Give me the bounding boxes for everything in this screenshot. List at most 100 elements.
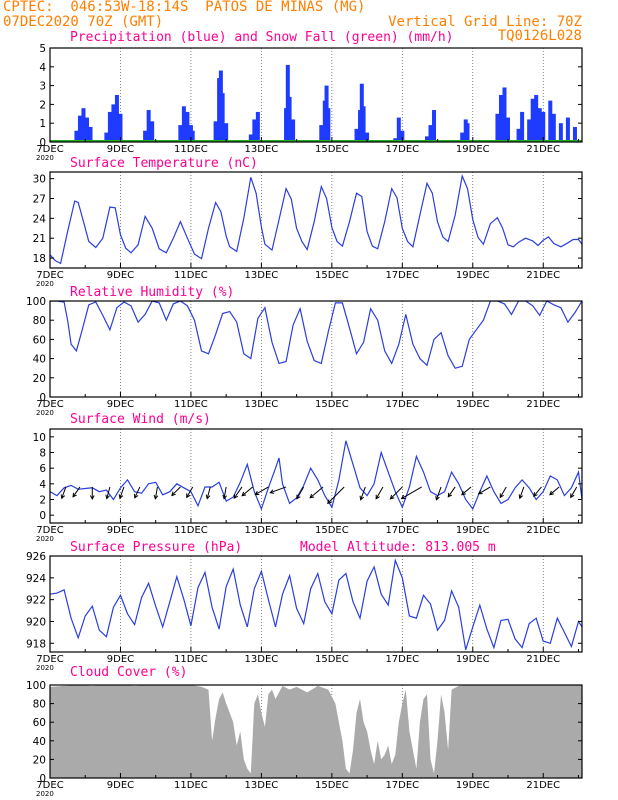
plot-area: [50, 64, 582, 142]
x-tick-label: 17DEC: [385, 525, 419, 536]
panel-frame: [49, 428, 583, 524]
plot-area: [50, 440, 582, 511]
header: CPTEC: 046:53W-18:14S PATOS DE MINAS (MG…: [0, 0, 618, 46]
series-line: [50, 558, 582, 650]
header-location: CPTEC: 046:53W-18:14S PATOS DE MINAS (MG…: [3, 0, 366, 15]
precip-bar: [432, 110, 437, 142]
precip-bar: [498, 95, 503, 142]
wind-arrow: [461, 486, 472, 496]
precip-bar: [361, 106, 366, 142]
precip-bar: [104, 132, 109, 142]
precip-bar: [111, 104, 116, 142]
precip-bar: [291, 119, 296, 142]
y-tick-label: 24: [33, 213, 47, 225]
plot-area: [50, 173, 582, 265]
series-line: [50, 440, 582, 511]
x-tick-label: 11DEC: [174, 270, 208, 281]
wind-arrow: [186, 486, 194, 499]
wind-arrow: [254, 486, 269, 496]
wind-arrow: [309, 486, 324, 499]
precip-bar: [400, 130, 405, 142]
y-tick-label: 8: [39, 448, 46, 460]
series-line: [50, 301, 582, 369]
precip-bar: [551, 113, 556, 142]
x-year-label: 2020: [36, 535, 54, 543]
header-model: TQ0126L028: [497, 28, 582, 44]
wind-arrow: [153, 486, 159, 500]
precip-bar: [365, 132, 370, 142]
x-tick-label: 15DEC: [315, 270, 349, 281]
wind-arrow: [205, 486, 211, 500]
wind-arrow: [89, 486, 95, 501]
x-tick-label: 9DEC: [107, 654, 134, 665]
wind-arrow: [389, 486, 403, 500]
precip-bar: [181, 106, 186, 142]
precip-bar: [354, 128, 359, 142]
precip-bar: [114, 95, 119, 142]
wind-arrow: [72, 486, 81, 498]
x-tick-label: 13DEC: [245, 780, 279, 791]
humidity-title: Relative Humidity (%): [70, 285, 235, 300]
precip-bar: [530, 98, 535, 142]
x-tick-label: 13DEC: [245, 525, 279, 536]
y-tick-label: 926: [26, 551, 46, 563]
precip-bar: [107, 111, 112, 142]
panel-frame: [49, 47, 583, 143]
wind-arrow: [477, 486, 491, 495]
precip-bar: [537, 108, 542, 142]
y-tick-label: 918: [26, 638, 46, 650]
wind-arrow: [171, 486, 181, 497]
precip-bar: [255, 111, 260, 142]
precip-bar: [220, 93, 225, 142]
plot-area: [50, 301, 582, 369]
panel-frame: [49, 300, 583, 398]
x-tick-label: 19DEC: [456, 780, 490, 791]
precip-bar: [287, 96, 292, 142]
y-tick-label: 4: [39, 62, 46, 74]
header-run-date: 07DEC2020 70Z (GMT): [3, 14, 164, 30]
x-tick-label: 21DEC: [526, 144, 560, 155]
x-tick-label: 17DEC: [385, 144, 419, 155]
x-tick-label: 15DEC: [315, 654, 349, 665]
x-tick-label: 13DEC: [245, 654, 279, 665]
x-year-label: 2020: [36, 664, 54, 672]
x-tick-label: 19DEC: [456, 654, 490, 665]
y-tick-label: 1: [39, 118, 46, 130]
precip-bar: [396, 117, 401, 142]
x-tick-label: 9DEC: [107, 525, 134, 536]
y-tick-label: 920: [26, 616, 46, 628]
panel-2: 0 20 40 60 80 100 7DEC 9DEC 11DEC 13DEC 15DEC 17DEC…: [26, 296, 583, 417]
wind-title: Surface Wind (m/s): [70, 412, 211, 427]
precip-bar: [178, 125, 183, 142]
y-tick-label: 30: [33, 174, 46, 186]
plot-area: [50, 558, 582, 650]
wind-arrow: [118, 486, 125, 500]
precip-bar: [558, 123, 563, 142]
y-tick-label: 40: [33, 736, 46, 748]
y-tick-label: 60: [33, 334, 46, 346]
pressure-title: Surface Pressure (hPa): [70, 540, 243, 555]
precip-bar: [118, 113, 123, 142]
wind-arrow: [435, 486, 442, 501]
x-tick-label: 19DEC: [456, 270, 490, 281]
y-tick-label: 924: [26, 573, 46, 585]
precip-bar: [520, 111, 525, 142]
wind-arrow: [296, 486, 305, 500]
x-tick-label: 7DEC: [36, 270, 63, 281]
x-year-label: 2020: [36, 280, 54, 288]
x-tick-label: 21DEC: [526, 399, 560, 410]
wind-arrow: [533, 486, 542, 497]
y-tick-label: 0: [39, 510, 46, 522]
x-tick-label: 7DEC: [36, 654, 63, 665]
x-tick-label: 19DEC: [456, 399, 490, 410]
precip-bar: [495, 113, 500, 142]
pressure-altitude-annotation: Model Altitude: 813.005 m: [300, 540, 496, 555]
x-tick-label: 15DEC: [315, 144, 349, 155]
precip-bar: [74, 130, 79, 142]
x-year-label: 2020: [36, 154, 54, 162]
precip-bar: [506, 117, 511, 142]
precip-bar: [527, 119, 532, 142]
wind-arrow: [400, 486, 422, 500]
y-tick-label: 0: [39, 773, 46, 785]
x-tick-label: 15DEC: [315, 399, 349, 410]
